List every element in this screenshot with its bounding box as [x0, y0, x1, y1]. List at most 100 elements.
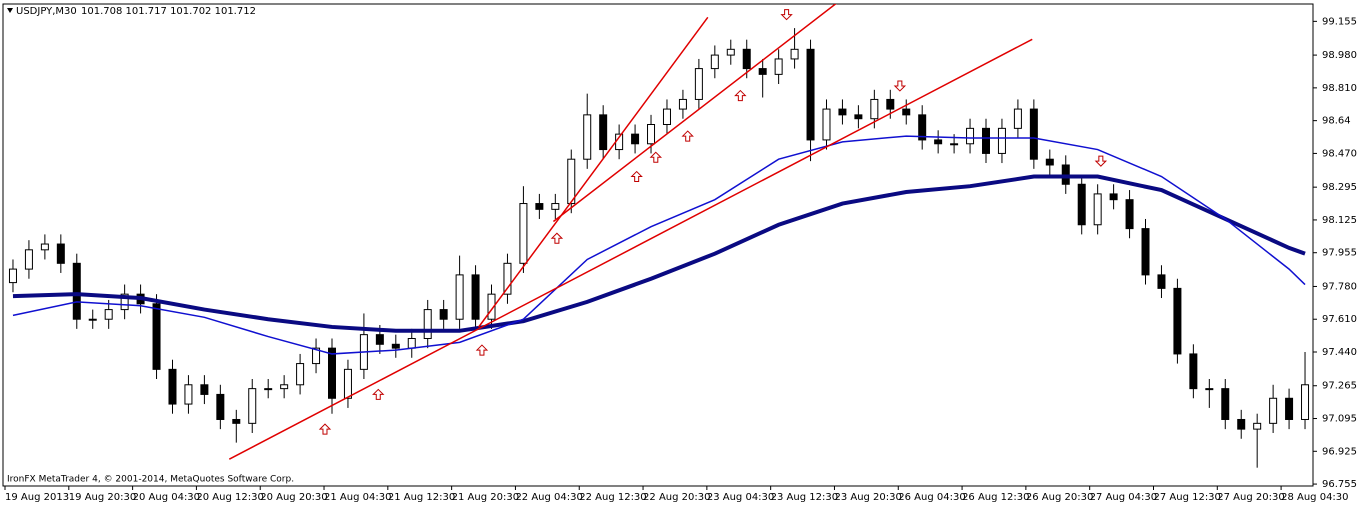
y-tick-label: 98.64 [1322, 116, 1351, 127]
candle-body [662, 108, 671, 125]
x-tick-label: 26 Aug 04:30 [898, 492, 965, 503]
x-tick-label: 22 Aug 04:30 [515, 492, 582, 503]
x-tick-label: 26 Aug 12:30 [962, 492, 1029, 503]
y-tick-label: 98.980 [1322, 50, 1357, 61]
x-tick-label: 23 Aug 20:30 [834, 492, 901, 503]
y-tick-label: 99.155 [1322, 16, 1357, 27]
up-arrow [318, 423, 332, 435]
y-tick-label: 97.265 [1322, 381, 1357, 392]
x-tick-label: 21 Aug 12:30 [388, 492, 455, 503]
down-arrow [1094, 155, 1108, 167]
x-tick-label: 27 Aug 20:30 [1217, 492, 1284, 503]
y-tick-label: 97.610 [1322, 314, 1357, 325]
candle-body [774, 58, 783, 75]
candle-body [710, 54, 719, 70]
candle-body [471, 274, 480, 320]
candle-body [934, 139, 943, 145]
candle-body [918, 114, 927, 141]
x-tick-label: 19 Aug 2013 [5, 492, 69, 503]
candle-body [1221, 388, 1230, 420]
candle-body [742, 48, 751, 70]
candle-body [152, 303, 161, 370]
candle-body [854, 114, 863, 120]
candle-body [40, 243, 49, 251]
candle-body [886, 98, 895, 110]
up-arrow [630, 170, 643, 183]
candle-body [391, 343, 400, 349]
x-tick-label: 21 Aug 04:30 [324, 492, 391, 503]
trendline [228, 38, 1033, 460]
y-tick-label: 96.755 [1322, 479, 1357, 490]
candle-body [8, 268, 17, 284]
candle-body [519, 203, 528, 264]
moving-average [12, 174, 1306, 333]
candle-body [1205, 388, 1214, 391]
y-tick-label: 97.095 [1322, 414, 1357, 425]
candle-body [1173, 287, 1182, 355]
candle-body [726, 48, 735, 56]
x-tick-label: 28 Aug 04:30 [1281, 492, 1348, 503]
candle-body [678, 98, 687, 110]
up-arrow [681, 130, 694, 142]
candle-body [104, 309, 113, 320]
candle-body [264, 388, 273, 391]
candle-body [567, 158, 576, 205]
candle-body [168, 368, 177, 405]
candle-body [1253, 422, 1262, 430]
candle-body [551, 203, 560, 210]
y-tick-label: 98.295 [1322, 182, 1357, 193]
candle-body [1125, 199, 1134, 230]
plot [8, 4, 1310, 468]
candle-body [1269, 397, 1278, 424]
moving-average [12, 135, 1306, 355]
candle-body [248, 388, 257, 424]
footer: IronFX MetaTrader 4, © 2001-2014, MetaQu… [7, 475, 294, 485]
candle-body [694, 68, 703, 100]
y-tick-label: 96.925 [1322, 446, 1357, 457]
x-tick-label: 23 Aug 12:30 [771, 492, 838, 503]
up-arrow [649, 151, 663, 163]
candle-body [455, 274, 464, 320]
candle-body [216, 393, 225, 420]
candle-body [997, 127, 1006, 154]
candle-body [1077, 183, 1086, 226]
y-tick-label: 97.440 [1322, 347, 1357, 358]
candle-body [24, 249, 33, 270]
y-tick-label: 97.780 [1322, 281, 1357, 292]
candle-body [1301, 384, 1310, 420]
chart-title: USDJPY,M30 [16, 6, 77, 17]
candle-body [631, 133, 640, 145]
x-tick-label: 20 Aug 04:30 [133, 492, 200, 503]
candle-body [790, 48, 799, 60]
candle-body [296, 363, 305, 386]
x-tick-label: 20 Aug 12:30 [196, 492, 263, 503]
candle-body [88, 318, 97, 321]
candle-body [1093, 193, 1102, 226]
candle-body [328, 347, 336, 399]
candle-body [72, 262, 81, 320]
candle-body [232, 418, 241, 424]
candle-body [822, 108, 831, 141]
candle-body [1237, 418, 1246, 430]
up-arrow [550, 232, 564, 244]
candle-body [535, 203, 544, 210]
y-tick-label: 97.955 [1322, 248, 1357, 259]
up-arrow [372, 388, 385, 400]
candle-body [966, 127, 975, 145]
y-tick-label: 98.470 [1322, 148, 1357, 159]
candle-body [1141, 228, 1150, 276]
candle-body [184, 384, 193, 405]
x-tick-label: 19 Aug 20:30 [69, 492, 136, 503]
candle-body [1109, 193, 1118, 201]
candle-body [1045, 158, 1054, 166]
x-tick-label: 21 Aug 20:30 [452, 492, 519, 503]
candle-body [1285, 397, 1294, 420]
candle-body [1013, 108, 1022, 129]
candle-body [806, 48, 815, 141]
candle-body [423, 309, 432, 340]
candle-body [870, 98, 879, 120]
plot-frame [2, 3, 1314, 487]
candle-body [312, 347, 321, 365]
candle-body [439, 309, 448, 320]
